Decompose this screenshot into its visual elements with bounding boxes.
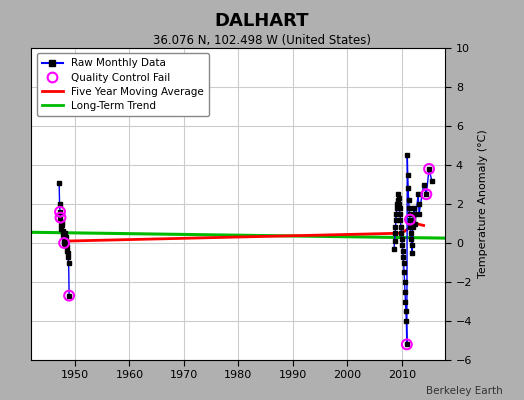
Text: 36.076 N, 102.498 W (United States): 36.076 N, 102.498 W (United States)	[153, 34, 371, 47]
Legend: Raw Monthly Data, Quality Control Fail, Five Year Moving Average, Long-Term Tren: Raw Monthly Data, Quality Control Fail, …	[37, 53, 209, 116]
Text: Berkeley Earth: Berkeley Earth	[427, 386, 503, 396]
Point	[425, 166, 433, 172]
Point	[402, 341, 411, 348]
Y-axis label: Temperature Anomaly (°C): Temperature Anomaly (°C)	[478, 130, 488, 278]
Point	[65, 292, 73, 299]
Point	[56, 209, 64, 215]
Point	[406, 216, 414, 223]
Point	[422, 191, 431, 198]
Point	[60, 240, 68, 246]
Point	[56, 214, 64, 221]
Text: DALHART: DALHART	[215, 12, 309, 30]
